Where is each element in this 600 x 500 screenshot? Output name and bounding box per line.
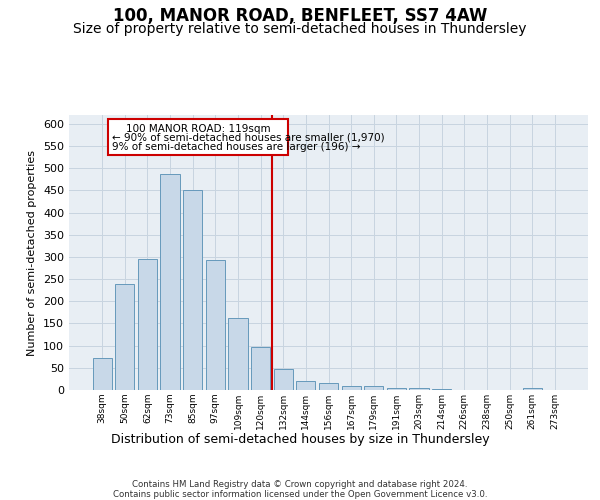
- FancyBboxPatch shape: [108, 120, 288, 155]
- Bar: [432, 388, 451, 390]
- Y-axis label: Number of semi-detached properties: Number of semi-detached properties: [28, 150, 37, 356]
- Text: Contains HM Land Registry data © Crown copyright and database right 2024.
Contai: Contains HM Land Registry data © Crown c…: [113, 480, 487, 500]
- Bar: [92, 358, 112, 390]
- Bar: [274, 368, 293, 390]
- Text: 100, MANOR ROAD, BENFLEET, SS7 4AW: 100, MANOR ROAD, BENFLEET, SS7 4AW: [113, 8, 487, 26]
- Bar: [138, 259, 157, 390]
- Bar: [364, 386, 383, 390]
- Bar: [409, 388, 428, 390]
- Bar: [115, 284, 134, 390]
- Bar: [229, 318, 248, 390]
- Text: 9% of semi-detached houses are larger (196) →: 9% of semi-detached houses are larger (1…: [112, 142, 361, 152]
- Text: ← 90% of semi-detached houses are smaller (1,970): ← 90% of semi-detached houses are smalle…: [112, 132, 385, 142]
- Bar: [160, 174, 180, 390]
- Bar: [206, 260, 225, 390]
- Bar: [319, 384, 338, 390]
- Bar: [387, 388, 406, 390]
- Bar: [251, 348, 270, 390]
- Bar: [523, 388, 542, 390]
- Text: Size of property relative to semi-detached houses in Thundersley: Size of property relative to semi-detach…: [73, 22, 527, 36]
- Bar: [183, 190, 202, 390]
- Text: Distribution of semi-detached houses by size in Thundersley: Distribution of semi-detached houses by …: [110, 432, 490, 446]
- Text: 100 MANOR ROAD: 119sqm: 100 MANOR ROAD: 119sqm: [125, 124, 270, 134]
- Bar: [341, 386, 361, 390]
- Bar: [296, 381, 316, 390]
